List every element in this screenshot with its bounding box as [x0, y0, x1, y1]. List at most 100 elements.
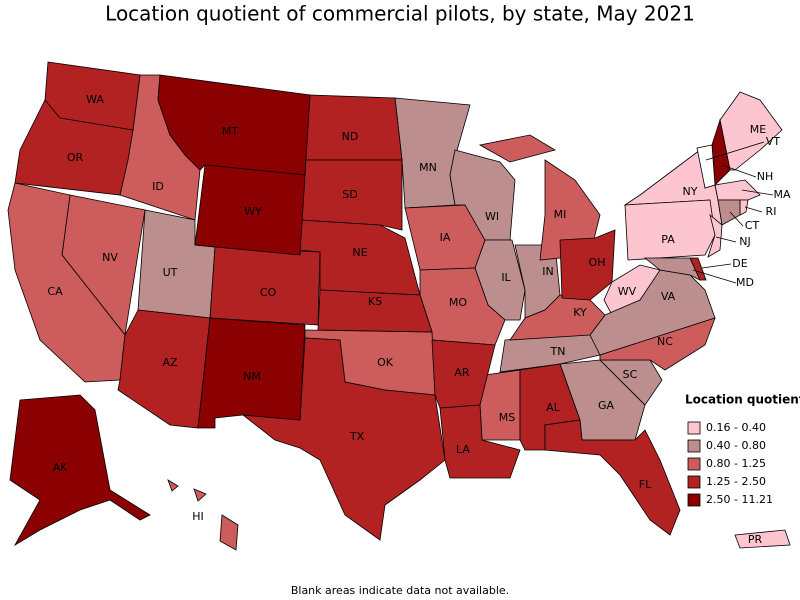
- state-label: DE: [732, 257, 747, 270]
- state-label: OK: [377, 356, 394, 369]
- state-label: WA: [86, 93, 104, 106]
- legend: 0.16 - 0.40 0.40 - 0.80 0.80 - 1.25 1.25 - …: [687, 421, 773, 507]
- state-label: MA: [773, 188, 790, 201]
- callout-line: [701, 263, 732, 269]
- state: [717, 199, 741, 226]
- state-label: PR: [748, 533, 763, 546]
- state-label: NV: [102, 251, 118, 264]
- state: [599, 317, 716, 371]
- state-label: KS: [368, 295, 382, 308]
- state: [559, 229, 616, 301]
- state: [194, 164, 306, 256]
- callout-line: [705, 141, 765, 161]
- state-label: MD: [736, 276, 754, 289]
- state-label: ND: [342, 130, 359, 143]
- state: [7, 182, 126, 383]
- state: [241, 337, 446, 541]
- state: [167, 479, 179, 492]
- footnote: Blank areas indicate data not available.: [291, 584, 509, 597]
- callout-line: [741, 189, 774, 196]
- state: [157, 74, 311, 176]
- map-title: Location quotient of commercial pilots, …: [105, 2, 695, 26]
- legend-title: Location quotient: [685, 393, 800, 407]
- states: [7, 61, 791, 551]
- state-label: MN: [419, 161, 437, 174]
- state: [707, 213, 723, 258]
- state-label: HI: [192, 510, 204, 523]
- state-label: FL: [639, 478, 652, 491]
- state-label: KY: [573, 306, 587, 319]
- state-label: IN: [542, 265, 553, 278]
- state: [317, 289, 433, 333]
- legend-swatch: [687, 457, 701, 471]
- state: [714, 179, 761, 201]
- legend-label: 1.25 - 2.50: [706, 475, 766, 488]
- state-label: PA: [661, 233, 675, 246]
- legend-swatch: [687, 439, 701, 453]
- callout-line: [721, 164, 757, 178]
- state-label: MS: [499, 411, 515, 424]
- state-label: TN: [550, 345, 566, 358]
- state-label: NC: [657, 335, 673, 348]
- state-label: SC: [623, 368, 638, 381]
- callout-line: [692, 269, 737, 284]
- legend-swatch: [687, 421, 701, 435]
- legend-label: 0.80 - 1.25: [706, 457, 766, 470]
- state: [304, 94, 403, 161]
- state: [219, 514, 239, 551]
- state: [14, 99, 134, 196]
- state: [643, 257, 701, 281]
- state: [193, 488, 207, 502]
- state-label: WI: [485, 210, 499, 223]
- state-label: AK: [53, 461, 69, 474]
- state: [689, 257, 707, 281]
- state-label: ID: [152, 180, 164, 193]
- state-label: AZ: [162, 356, 178, 369]
- state: [544, 419, 681, 536]
- legend-label: 0.40 - 0.80: [706, 439, 766, 452]
- state: [117, 309, 211, 429]
- labels: ME NY PA NJ WV MA RI PR MN WI IL IN UT TN GA SC VA MD CT ID…: [47, 93, 791, 546]
- state: [589, 269, 716, 356]
- state-label: AL: [546, 401, 561, 414]
- state: [696, 144, 716, 189]
- state-label: CT: [745, 219, 760, 232]
- state: [9, 394, 151, 547]
- callout-line: [729, 211, 744, 227]
- legend-swatch: [687, 475, 701, 489]
- state: [478, 134, 557, 163]
- legend-swatch: [687, 493, 701, 507]
- state-label: AR: [454, 366, 470, 379]
- state-label: NH: [757, 170, 774, 183]
- state: [197, 317, 306, 429]
- state: [404, 204, 486, 271]
- state-label: NM: [243, 370, 261, 383]
- state-label: NJ: [739, 235, 750, 248]
- state-label: VA: [661, 290, 676, 303]
- state-label: MT: [222, 125, 238, 138]
- legend-label: 2.50 - 11.21: [706, 493, 773, 506]
- state-label: WY: [244, 205, 262, 218]
- state-label: OH: [589, 256, 606, 269]
- state-label: IL: [501, 271, 511, 284]
- state-label: UT: [163, 266, 178, 279]
- state-label: OR: [67, 151, 84, 164]
- callout-line: [744, 206, 763, 213]
- state: [624, 199, 716, 261]
- state-label: GA: [598, 399, 615, 412]
- state-label: VT: [766, 135, 781, 148]
- callout-line: [715, 236, 737, 243]
- state-label: TX: [349, 430, 365, 443]
- state-label: MO: [449, 296, 467, 309]
- state-label: CA: [47, 285, 63, 298]
- state-label: RI: [766, 205, 777, 218]
- state: [734, 529, 791, 549]
- state: [509, 294, 606, 341]
- state-label: IA: [440, 231, 451, 244]
- state-label: ME: [750, 123, 766, 136]
- state: [439, 404, 521, 479]
- state-label: MI: [554, 208, 567, 221]
- legend-label: 0.16 - 0.40: [706, 421, 766, 434]
- state-label: NY: [683, 185, 698, 198]
